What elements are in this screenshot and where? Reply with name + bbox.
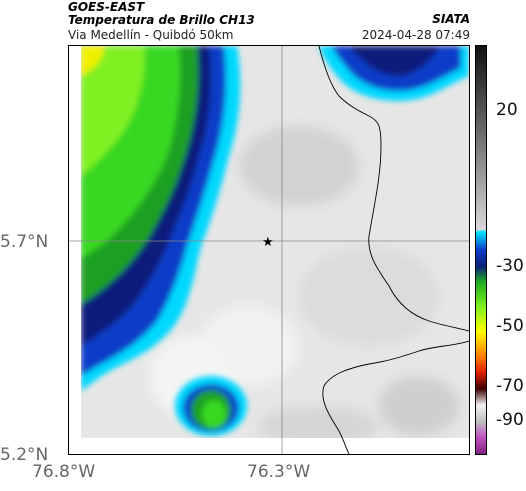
ytick-label: 5.2°N [0,445,49,465]
xtick-label: 76.8°W [32,462,96,482]
no-data-strip-bottom [69,438,469,454]
colorbar [475,45,487,455]
no-data-strip-left [69,46,81,454]
product-title: Temperatura de Brillo CH13 [68,13,255,27]
department-border-south [322,340,469,454]
ytick-label: 5.7°N [0,232,49,252]
satellite-map: ★ [68,45,470,455]
colorbar-label: 20 [496,100,518,120]
agency-label: SIATA [432,12,470,26]
colorbar-label: -70 [496,376,524,396]
cloud-mass-west [81,46,241,391]
colorbar-label: -30 [496,256,524,276]
colorbar-label: -90 [496,410,524,430]
department-border-east [318,46,469,332]
datetime-label: 2024-04-28 07:49 [361,28,470,42]
cloud-mass-northeast [319,46,469,101]
map-canvas: ★ [69,46,469,454]
location-marker-icon: ★ [262,235,274,250]
xtick-label: 76.3°W [247,462,311,482]
cloud-mass-south [175,376,247,436]
colorbar-gradient [476,46,486,454]
route-subtitle: Via Medellín - Quibdó 50km [68,28,234,42]
satellite-title: GOES-EAST [68,0,145,14]
colorbar-label: -50 [496,316,524,336]
